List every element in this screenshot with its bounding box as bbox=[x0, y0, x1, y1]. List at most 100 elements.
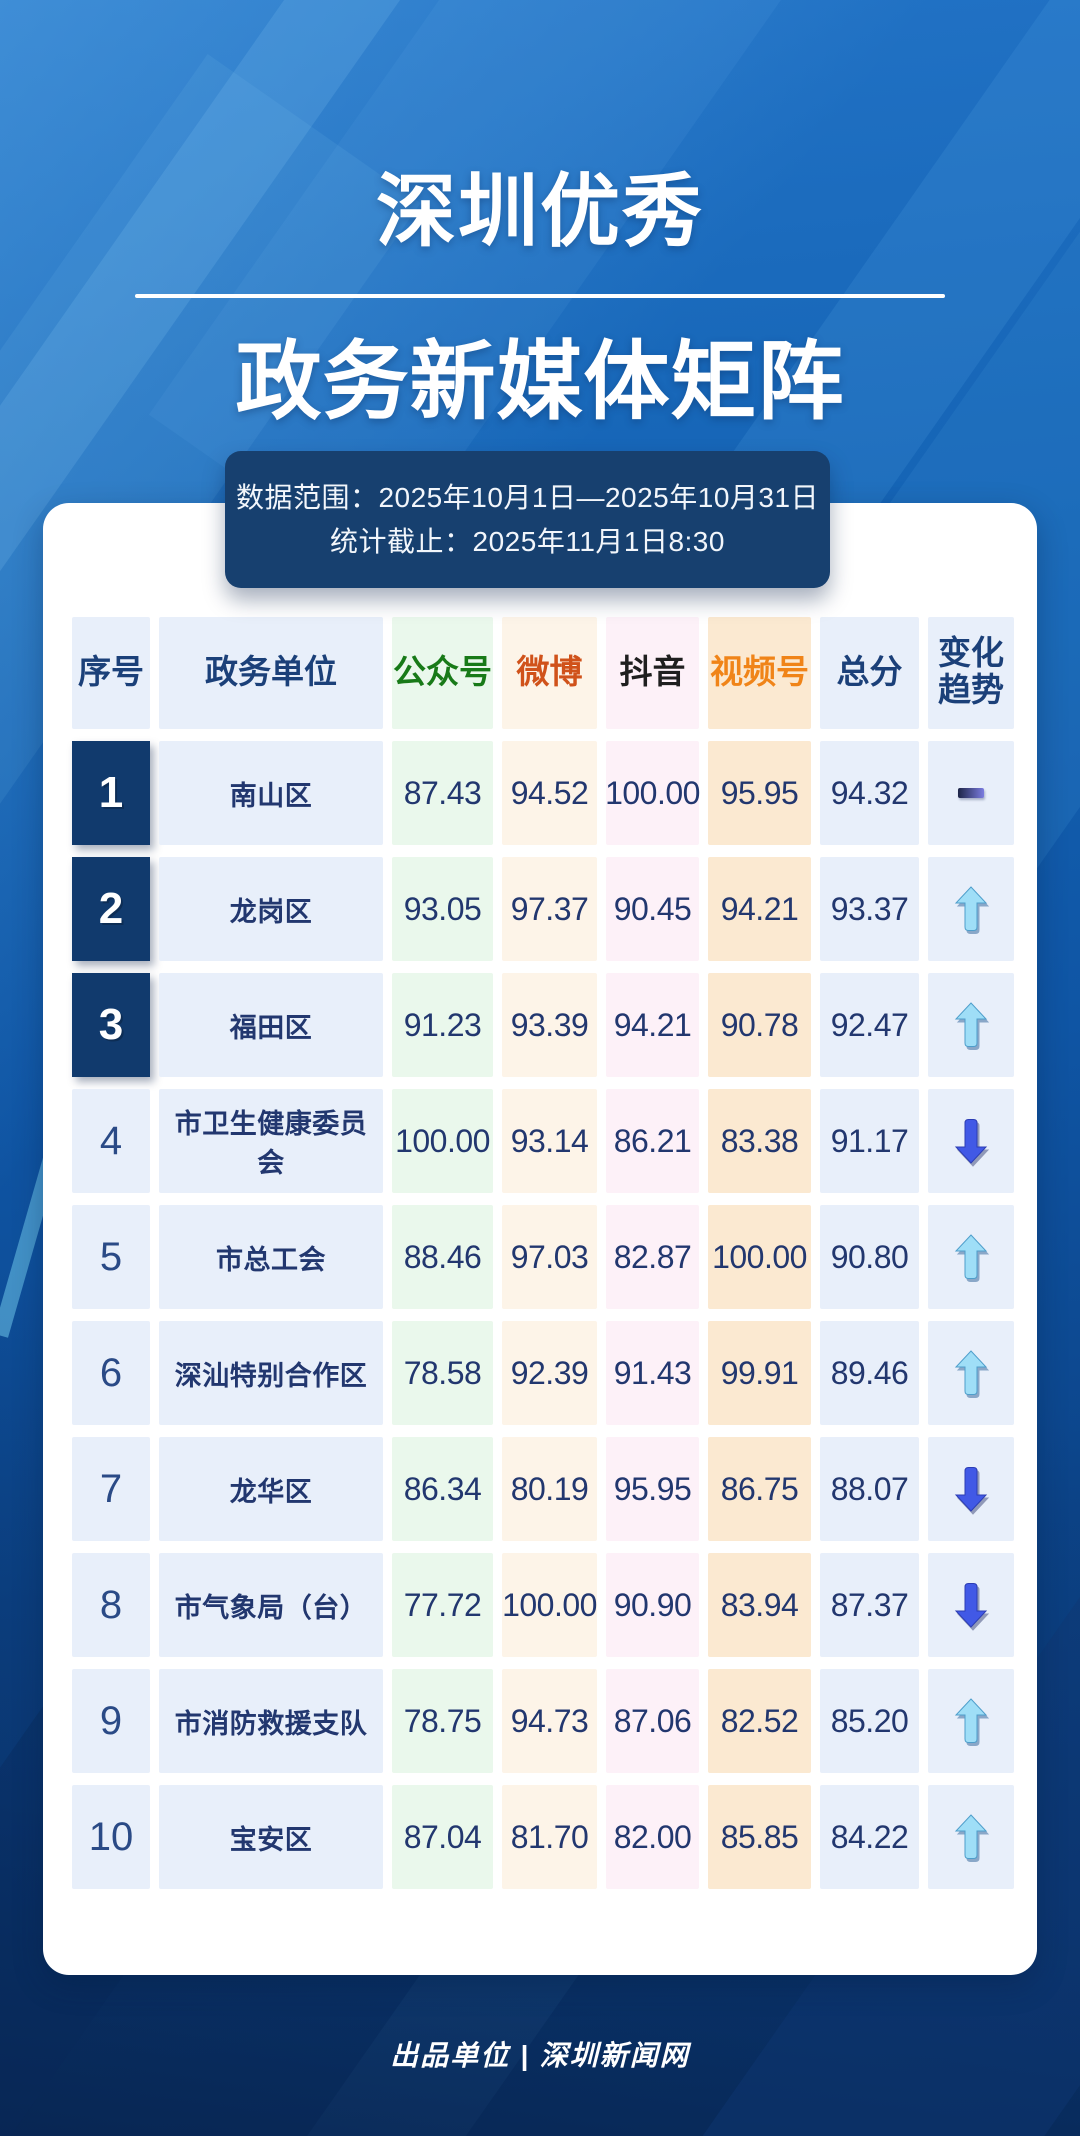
rank-cell: 6 bbox=[72, 1321, 150, 1425]
weibo-score-cell: 97.37 bbox=[502, 857, 597, 961]
date-range-box: 数据范围：2025年10月1日—2025年10月31日 统计截止：2025年11… bbox=[225, 451, 830, 588]
rank-cell: 5 bbox=[72, 1205, 150, 1309]
douyin-score-cell: 82.00 bbox=[606, 1785, 699, 1889]
trend-cell bbox=[928, 1437, 1014, 1541]
total-score-cell: 90.80 bbox=[820, 1205, 919, 1309]
douyin-score-cell: 87.06 bbox=[606, 1669, 699, 1773]
ranking-card: 序号 政务单位 公众号 微博 抖音 视频号 总分 变化趋势 1 南山区 87.43 9… bbox=[43, 503, 1037, 1975]
unit-cell: 宝安区 bbox=[159, 1785, 383, 1889]
trend-cell bbox=[928, 1553, 1014, 1657]
column-header-trend: 变化趋势 bbox=[928, 617, 1014, 729]
column-header-wechat: 公众号 bbox=[392, 617, 493, 729]
total-score-cell: 89.46 bbox=[820, 1321, 919, 1425]
wechat-score-cell: 100.00 bbox=[392, 1089, 493, 1193]
weibo-score-cell: 94.73 bbox=[502, 1669, 597, 1773]
channels-score-cell: 95.95 bbox=[708, 741, 811, 845]
douyin-score-cell: 82.87 bbox=[606, 1205, 699, 1309]
trend-down-icon bbox=[954, 1467, 988, 1512]
unit-cell: 龙华区 bbox=[159, 1437, 383, 1541]
unit-cell: 市卫生健康委员会 bbox=[159, 1089, 383, 1193]
wechat-score-cell: 77.72 bbox=[392, 1553, 493, 1657]
unit-cell: 南山区 bbox=[159, 741, 383, 845]
unit-cell: 市气象局（台） bbox=[159, 1553, 383, 1657]
date-range-text: 数据范围：2025年10月1日—2025年10月31日 bbox=[235, 481, 820, 513]
trend-flat-icon bbox=[958, 788, 984, 798]
column-header-unit: 政务单位 bbox=[159, 617, 383, 729]
weibo-score-cell: 92.39 bbox=[502, 1321, 597, 1425]
rank-cell: 1 bbox=[72, 741, 150, 845]
column-header-total: 总分 bbox=[820, 617, 919, 729]
rank-cell: 8 bbox=[72, 1553, 150, 1657]
poster-title-line1: 深圳优秀 bbox=[376, 167, 704, 256]
wechat-score-cell: 86.34 bbox=[392, 1437, 493, 1541]
douyin-score-cell: 90.90 bbox=[606, 1553, 699, 1657]
wechat-score-cell: 91.23 bbox=[392, 973, 493, 1077]
total-score-cell: 84.22 bbox=[820, 1785, 919, 1889]
trend-cell bbox=[928, 1321, 1014, 1425]
total-score-cell: 85.20 bbox=[820, 1669, 919, 1773]
trend-up-icon bbox=[954, 1234, 988, 1279]
trend-down-icon bbox=[954, 1119, 988, 1164]
stat-deadline-text: 统计截止：2025年11月1日8:30 bbox=[330, 525, 725, 557]
unit-cell: 市总工会 bbox=[159, 1205, 383, 1309]
channels-score-cell: 86.75 bbox=[708, 1437, 811, 1541]
total-score-cell: 91.17 bbox=[820, 1089, 919, 1193]
column-header-weibo: 微博 bbox=[502, 617, 597, 729]
total-score-cell: 92.47 bbox=[820, 973, 919, 1077]
trend-up-icon bbox=[954, 1698, 988, 1743]
trend-cell bbox=[928, 741, 1014, 845]
weibo-score-cell: 81.70 bbox=[502, 1785, 597, 1889]
poster-title-line2: 政务新媒体矩阵 bbox=[235, 334, 845, 430]
channels-score-cell: 94.21 bbox=[708, 857, 811, 961]
rank-cell: 2 bbox=[72, 857, 150, 961]
trend-up-icon bbox=[954, 1002, 988, 1047]
channels-score-cell: 83.38 bbox=[708, 1089, 811, 1193]
footer-credit: 出品单位 | 深圳新闻网 bbox=[390, 2040, 690, 2071]
total-score-cell: 88.07 bbox=[820, 1437, 919, 1541]
rank-cell: 3 bbox=[72, 973, 150, 1077]
trend-cell bbox=[928, 1785, 1014, 1889]
unit-cell: 深汕特别合作区 bbox=[159, 1321, 383, 1425]
wechat-score-cell: 78.75 bbox=[392, 1669, 493, 1773]
channels-score-cell: 90.78 bbox=[708, 973, 811, 1077]
rank-cell: 4 bbox=[72, 1089, 150, 1193]
douyin-score-cell: 100.00 bbox=[605, 741, 700, 845]
weibo-score-cell: 94.52 bbox=[502, 741, 597, 845]
wechat-score-cell: 87.43 bbox=[392, 741, 493, 845]
douyin-score-cell: 94.21 bbox=[606, 973, 699, 1077]
weibo-score-cell: 100.00 bbox=[502, 1553, 597, 1657]
total-score-cell: 87.37 bbox=[820, 1553, 919, 1657]
rank-cell: 7 bbox=[72, 1437, 150, 1541]
rank-cell: 10 bbox=[72, 1785, 150, 1889]
douyin-score-cell: 90.45 bbox=[606, 857, 699, 961]
weibo-score-cell: 97.03 bbox=[502, 1205, 597, 1309]
column-header-channels: 视频号 bbox=[708, 617, 811, 729]
trend-cell bbox=[928, 973, 1014, 1077]
douyin-score-cell: 95.95 bbox=[606, 1437, 699, 1541]
trend-up-icon bbox=[954, 1350, 988, 1395]
weibo-score-cell: 80.19 bbox=[502, 1437, 597, 1541]
unit-cell: 福田区 bbox=[159, 973, 383, 1077]
title-divider bbox=[135, 294, 945, 298]
channels-score-cell: 82.52 bbox=[708, 1669, 811, 1773]
trend-cell bbox=[928, 1089, 1014, 1193]
total-score-cell: 94.32 bbox=[820, 741, 919, 845]
channels-score-cell: 100.00 bbox=[708, 1205, 811, 1309]
weibo-score-cell: 93.14 bbox=[502, 1089, 597, 1193]
channels-score-cell: 85.85 bbox=[708, 1785, 811, 1889]
weibo-score-cell: 93.39 bbox=[502, 973, 597, 1077]
wechat-score-cell: 88.46 bbox=[392, 1205, 493, 1309]
channels-score-cell: 99.91 bbox=[708, 1321, 811, 1425]
unit-cell: 龙岗区 bbox=[159, 857, 383, 961]
trend-down-icon bbox=[954, 1583, 988, 1628]
wechat-score-cell: 87.04 bbox=[392, 1785, 493, 1889]
douyin-score-cell: 86.21 bbox=[606, 1089, 699, 1193]
trend-up-icon bbox=[954, 886, 988, 931]
trend-cell bbox=[928, 1669, 1014, 1773]
channels-score-cell: 83.94 bbox=[708, 1553, 811, 1657]
trend-cell bbox=[928, 1205, 1014, 1309]
trend-cell bbox=[928, 857, 1014, 961]
wechat-score-cell: 93.05 bbox=[392, 857, 493, 961]
wechat-score-cell: 78.58 bbox=[392, 1321, 493, 1425]
